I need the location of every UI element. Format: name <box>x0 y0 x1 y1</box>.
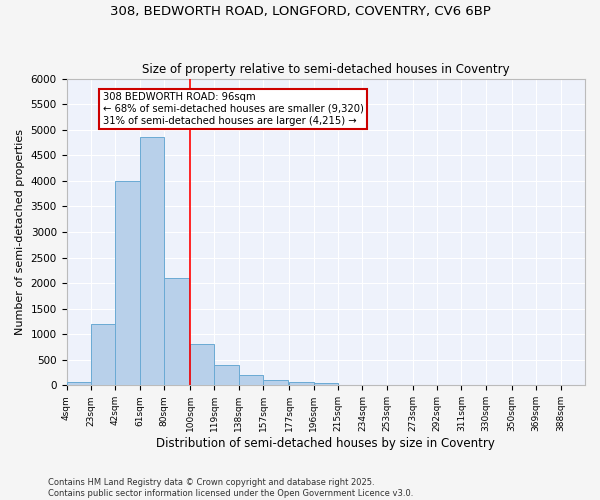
Bar <box>239 375 263 386</box>
Y-axis label: Number of semi-detached properties: Number of semi-detached properties <box>15 129 25 335</box>
Bar <box>314 383 338 386</box>
Bar <box>214 366 239 386</box>
Bar <box>263 380 288 386</box>
Bar <box>164 278 189 386</box>
Bar <box>115 181 140 386</box>
Bar <box>190 344 214 386</box>
Bar <box>289 382 314 386</box>
Bar <box>140 138 164 386</box>
Title: Size of property relative to semi-detached houses in Coventry: Size of property relative to semi-detach… <box>142 63 509 76</box>
Bar <box>67 382 91 386</box>
Text: 308 BEDWORTH ROAD: 96sqm
← 68% of semi-detached houses are smaller (9,320)
31% o: 308 BEDWORTH ROAD: 96sqm ← 68% of semi-d… <box>103 92 364 126</box>
X-axis label: Distribution of semi-detached houses by size in Coventry: Distribution of semi-detached houses by … <box>157 437 495 450</box>
Bar <box>91 324 115 386</box>
Text: 308, BEDWORTH ROAD, LONGFORD, COVENTRY, CV6 6BP: 308, BEDWORTH ROAD, LONGFORD, COVENTRY, … <box>110 5 490 18</box>
Text: Contains HM Land Registry data © Crown copyright and database right 2025.
Contai: Contains HM Land Registry data © Crown c… <box>48 478 413 498</box>
